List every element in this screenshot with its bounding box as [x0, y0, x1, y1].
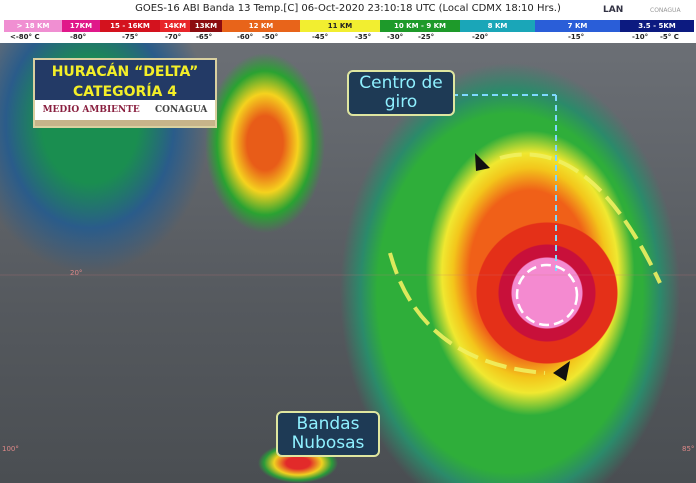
- longitude-label: 100°: [2, 445, 19, 453]
- rotation-arrow-icon: [553, 361, 570, 381]
- temperature-tick: -80°: [70, 33, 87, 41]
- temperature-tick: -5° C: [660, 33, 679, 41]
- temperature-tick: -75°: [122, 33, 139, 41]
- panel-footer: [35, 120, 215, 126]
- scale-segment: 11 KM: [300, 20, 380, 32]
- temperature-tick: -65°: [196, 33, 213, 41]
- latitude-label: 20°: [70, 269, 83, 277]
- temperature-scale: <-80° C -80° -75° -70° -65° -60° -50° -45° -35° -…: [0, 32, 696, 43]
- satellite-image: 20° 100° 85° HURACÁN “DELTA” CATEGORÍA 4…: [0, 43, 696, 483]
- conagua-logo: CONAGUA: [154, 105, 208, 115]
- conagua-logo-small: CONAGUA: [650, 7, 681, 14]
- longitude-label: 85°: [682, 445, 695, 453]
- scale-segment: 10 KM - 9 KM: [380, 20, 460, 32]
- temperature-tick: -20°: [472, 33, 489, 41]
- hurricane-title-panel: HURACÁN “DELTA” CATEGORÍA 4 MEDIO AMBIEN…: [33, 58, 217, 128]
- scale-segment: 15 - 16KM: [100, 20, 160, 32]
- band-arc: [388, 252, 546, 375]
- temperature-tick: -30°: [387, 33, 404, 41]
- rotation-arrow-icon: [475, 153, 490, 171]
- temperature-tick: -45°: [312, 33, 329, 41]
- scale-segment: 14KM: [160, 20, 190, 32]
- scale-segment: 12 KM: [222, 20, 300, 32]
- temperature-tick: -60°: [237, 33, 254, 41]
- temperature-tick: -50°: [262, 33, 279, 41]
- scale-segment: 13KM: [190, 20, 222, 32]
- scale-segment: 3.5 - 5KM: [620, 20, 694, 32]
- center-label: Centro de giro: [347, 70, 455, 116]
- temperature-tick: -25°: [418, 33, 435, 41]
- scale-segment: 17KM: [62, 20, 100, 32]
- eye-circle: [515, 263, 579, 327]
- band-arc: [499, 152, 662, 284]
- bands-label: Bandas Nubosas: [276, 411, 380, 457]
- color-scale-bar: > 18 KM 17KM 15 - 16KM 14KM 13KM 12 KM 11 KM 10…: [4, 20, 694, 32]
- medio-ambiente-logo: MEDIO AMBIENTE: [42, 105, 140, 115]
- temperature-tick: -10°: [632, 33, 649, 41]
- temperature-tick: -35°: [355, 33, 372, 41]
- scale-segment: 8 KM: [460, 20, 535, 32]
- image-title: GOES-16 ABI Banda 13 Temp.[C] 06-Oct-202…: [135, 3, 561, 14]
- temperature-tick: <-80° C: [10, 33, 40, 41]
- lan-logo: LAN: [603, 5, 624, 15]
- agency-logos: MEDIO AMBIENTE CONAGUA: [35, 100, 215, 120]
- hurricane-name: HURACÁN “DELTA”: [51, 64, 199, 80]
- temperature-tick: -70°: [165, 33, 182, 41]
- scale-segment: 7 KM: [535, 20, 620, 32]
- header: GOES-16 ABI Banda 13 Temp.[C] 06-Oct-202…: [0, 0, 696, 20]
- temperature-tick: -15°: [568, 33, 585, 41]
- scale-segment: > 18 KM: [4, 20, 62, 32]
- annotation-overlay: [0, 94, 696, 381]
- hurricane-category: CATEGORÍA 4: [73, 84, 177, 100]
